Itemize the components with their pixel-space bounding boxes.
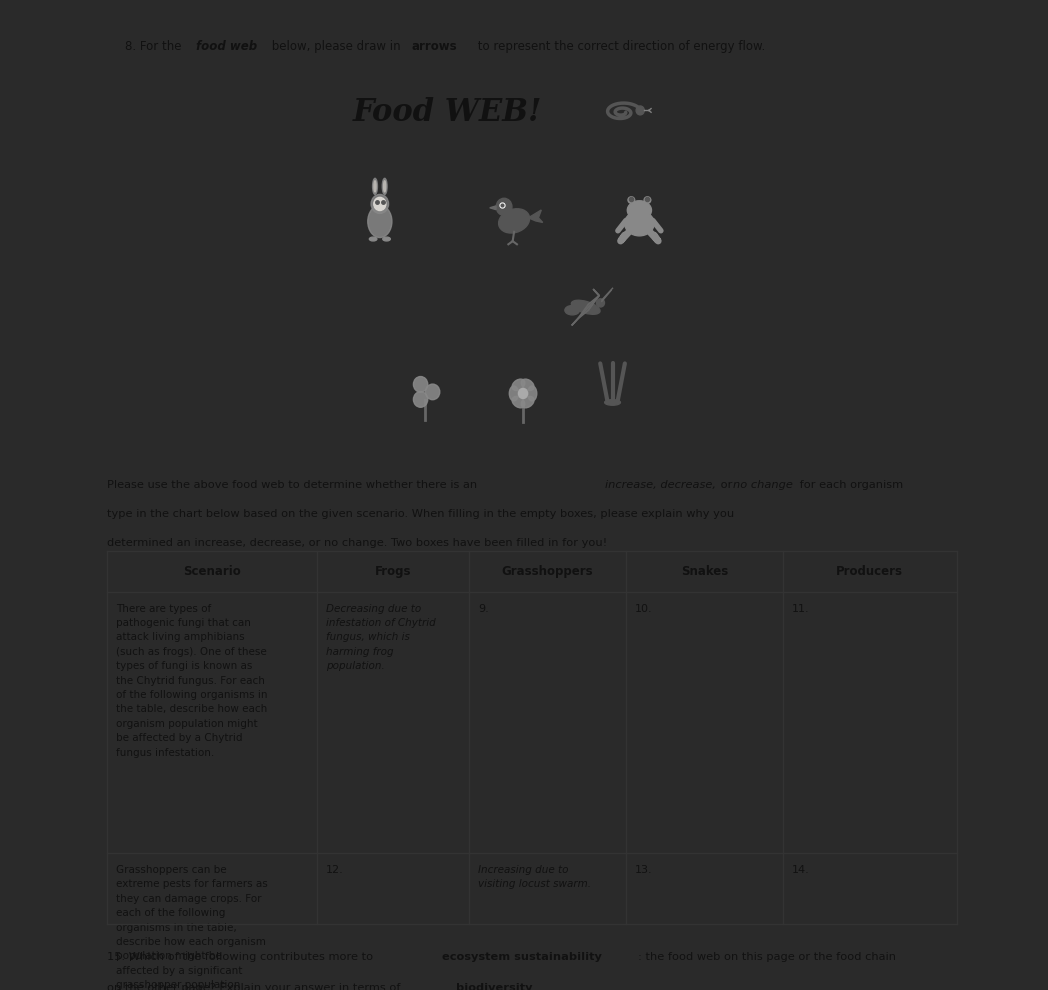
Text: 12.: 12. [326,865,344,875]
Text: Snakes: Snakes [680,565,728,578]
Text: 9.: 9. [478,604,489,614]
Text: Frogs: Frogs [375,565,412,578]
Ellipse shape [413,376,428,392]
Ellipse shape [371,194,389,214]
Ellipse shape [509,386,519,401]
Text: Grasshoppers can be
extreme pests for farmers as
they can damage crops. For
each: Grasshoppers can be extreme pests for fa… [116,865,267,990]
Polygon shape [528,210,543,223]
Ellipse shape [373,178,377,194]
Text: 15. Which of the following contributes more to: 15. Which of the following contributes m… [107,951,376,961]
Text: There are types of
pathogenic fungi that can
attack living amphibians
(such as f: There are types of pathogenic fungi that… [116,604,267,757]
Ellipse shape [565,306,580,315]
Circle shape [519,388,527,398]
Text: Decreasing due to
infestation of Chytrid
fungus, which is
harming frog
populatio: Decreasing due to infestation of Chytrid… [326,604,436,671]
Text: .: . [539,983,543,990]
Circle shape [636,106,645,115]
Ellipse shape [625,211,654,236]
Text: Please use the above food web to determine whether there is an: Please use the above food web to determi… [107,480,481,490]
Text: 10.: 10. [635,604,653,614]
Ellipse shape [596,299,605,307]
Text: biodiversity: biodiversity [456,983,532,990]
Ellipse shape [413,392,428,407]
Ellipse shape [521,379,534,390]
Text: Increasing due to
visiting locust swarm.: Increasing due to visiting locust swarm. [478,865,591,889]
Ellipse shape [374,181,376,192]
Ellipse shape [512,379,525,390]
Ellipse shape [383,238,390,241]
Ellipse shape [496,198,511,216]
Text: Scenario: Scenario [183,565,241,578]
Text: Grasshoppers: Grasshoppers [502,565,593,578]
Ellipse shape [628,201,652,220]
Text: to represent the correct direction of energy flow.: to represent the correct direction of en… [474,41,765,53]
Text: Food WEB!: Food WEB! [353,97,543,128]
Text: food web: food web [196,41,258,53]
Ellipse shape [645,197,651,203]
Ellipse shape [571,300,601,314]
Ellipse shape [628,197,635,203]
Ellipse shape [499,209,529,233]
Text: no change: no change [734,480,793,490]
Text: ecosystem sustainability: ecosystem sustainability [442,951,603,961]
Text: below, please draw in: below, please draw in [268,41,405,53]
Text: type in the chart below based on the given scenario. When filling in the empty b: type in the chart below based on the giv… [107,509,734,519]
Ellipse shape [425,384,440,400]
Text: 14.: 14. [791,865,809,875]
Text: 11.: 11. [791,604,809,614]
Text: : the food web on this page or the food chain: : the food web on this page or the food … [637,951,896,961]
Text: on the other page? Explain your answer in terms of: on the other page? Explain your answer i… [107,983,403,990]
Text: Producers: Producers [836,565,903,578]
Ellipse shape [384,181,386,192]
Ellipse shape [605,400,620,405]
Text: 13.: 13. [635,865,653,875]
Text: determined an increase, decrease, or no change. Two boxes have been filled in fo: determined an increase, decrease, or no … [107,539,607,548]
Text: for each organism: for each organism [796,480,903,490]
Text: 8. For the: 8. For the [125,41,185,53]
Ellipse shape [369,238,377,241]
Polygon shape [489,206,496,210]
Ellipse shape [383,178,387,194]
Text: arrows: arrows [411,41,457,53]
Ellipse shape [527,386,537,401]
Ellipse shape [374,197,386,211]
Ellipse shape [512,396,525,408]
Ellipse shape [521,396,534,408]
Text: increase, decrease,: increase, decrease, [606,480,717,490]
Text: or: or [717,480,737,490]
Ellipse shape [368,205,392,238]
